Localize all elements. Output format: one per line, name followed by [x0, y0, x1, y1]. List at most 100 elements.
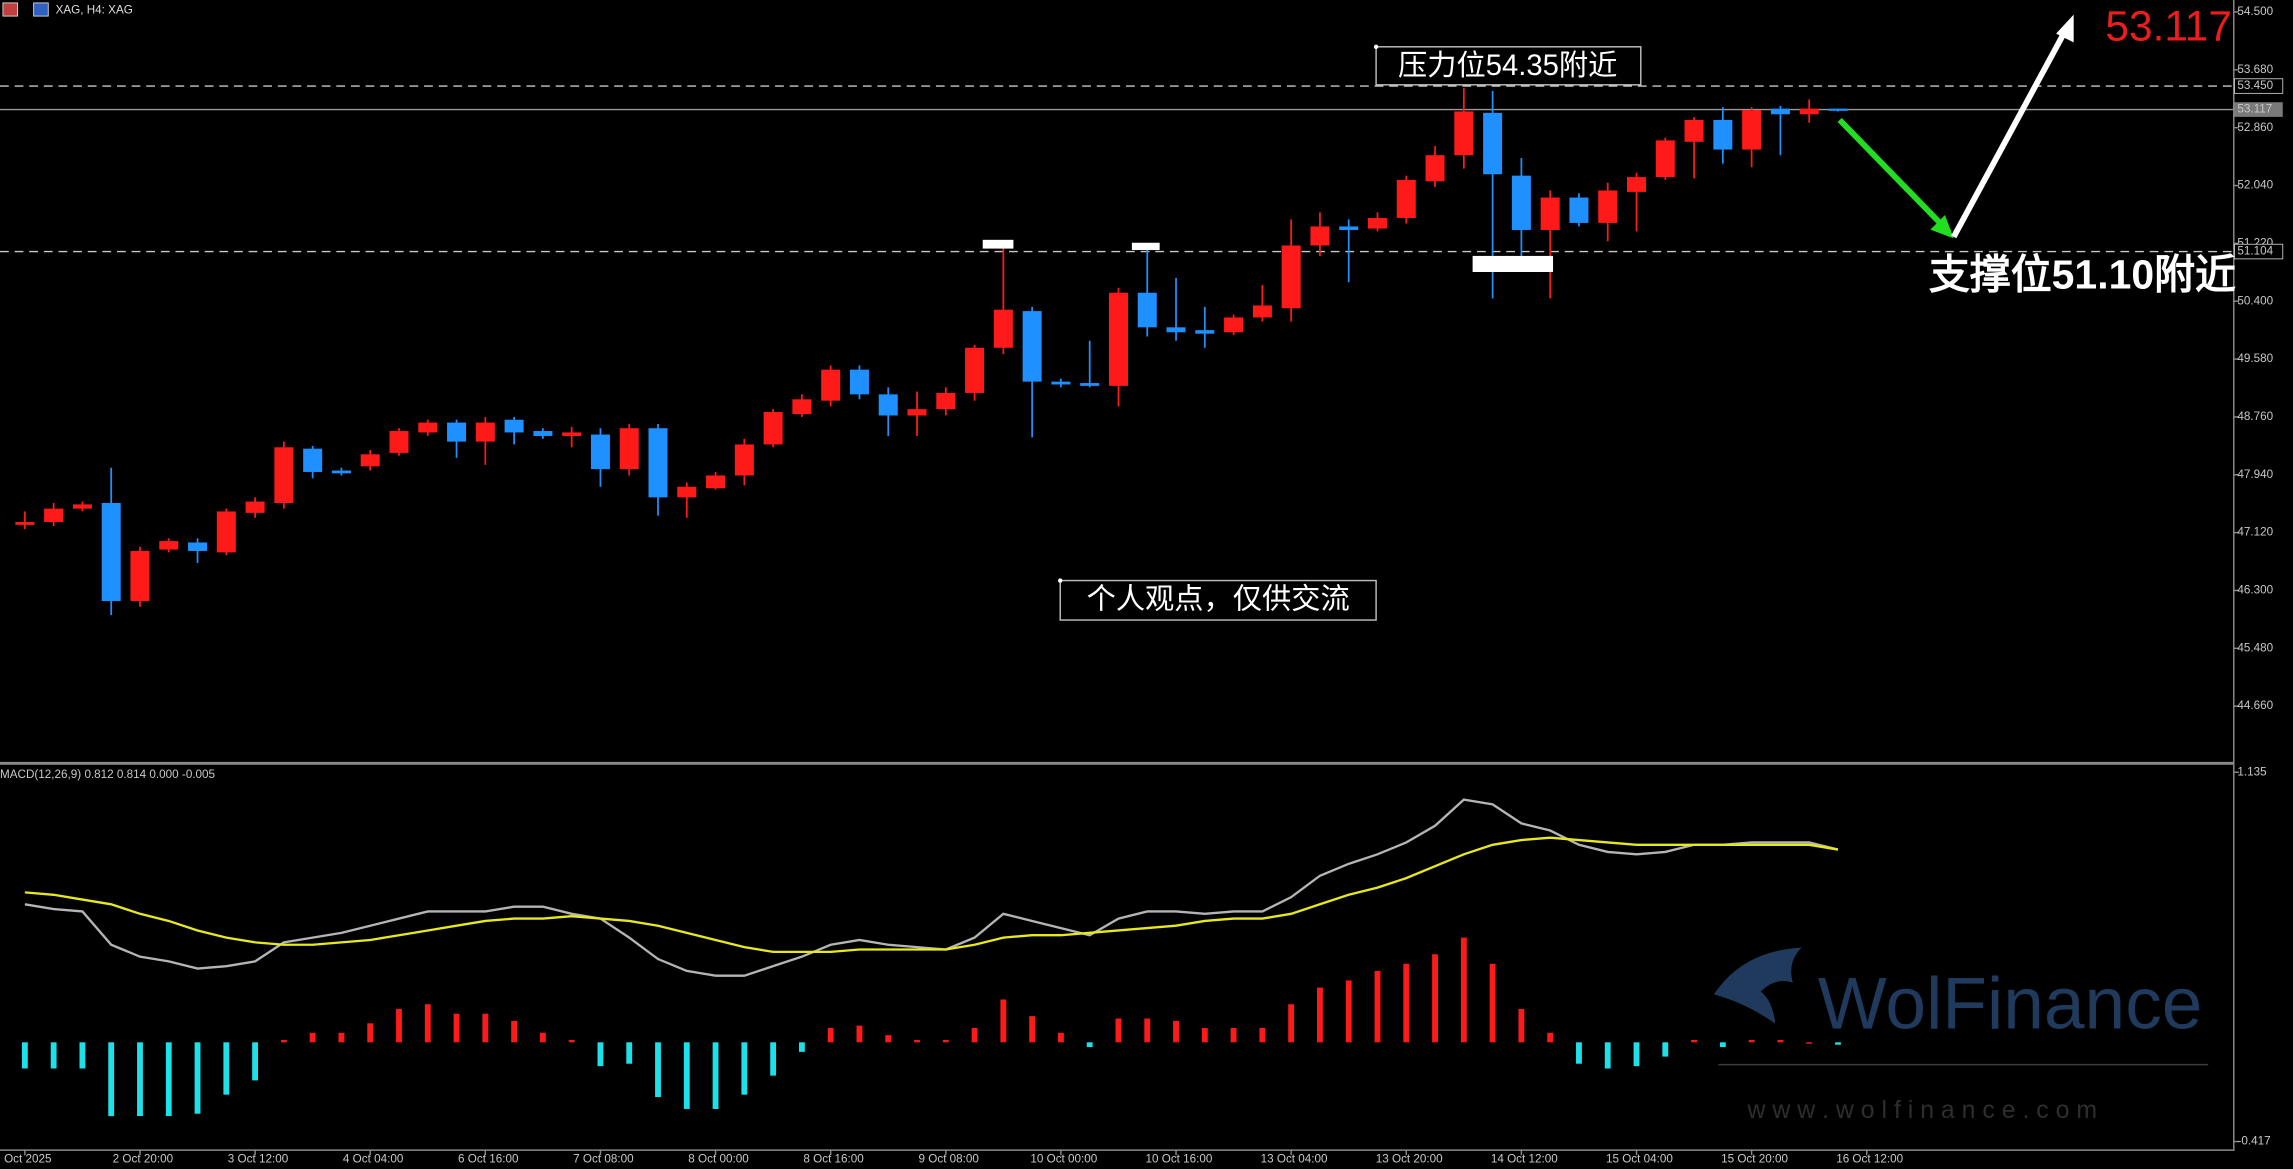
y-tick-label: 47.940 — [2237, 468, 2273, 481]
watermark-brand: WolFinance — [1818, 963, 2203, 1044]
candle-body — [1742, 110, 1762, 150]
candle-body — [1627, 177, 1647, 192]
histogram-bar — [1835, 1042, 1841, 1045]
x-tick-label: 2 Oct 20:00 — [113, 1153, 174, 1166]
current-price-box — [2234, 102, 2283, 117]
histogram-bar — [1691, 1039, 1697, 1043]
histogram-bar — [712, 1042, 719, 1109]
histogram-bar — [223, 1042, 230, 1095]
symbol-label: XAG, H4: XAG — [56, 3, 133, 16]
y-tick-label: 48.760 — [2237, 410, 2273, 423]
candle-body — [1166, 327, 1186, 333]
histogram-bar — [770, 1042, 777, 1076]
histogram-bar — [1547, 1032, 1554, 1043]
candle-body — [101, 502, 121, 602]
candle-body — [1454, 111, 1474, 156]
candle-body — [1310, 226, 1330, 246]
x-tick-label: 15 Oct 04:00 — [1606, 1153, 1673, 1166]
histogram-bar — [21, 1042, 28, 1069]
x-tick-label: 15 Oct 20:00 — [1721, 1153, 1788, 1166]
candle-body — [504, 419, 524, 433]
histogram-bar — [597, 1042, 604, 1067]
candle-body — [734, 444, 754, 476]
arrow-up — [1951, 22, 2072, 239]
candle-body — [15, 522, 35, 525]
x-tick-label: 16 Oct 12:00 — [1836, 1153, 1903, 1166]
candle-body — [763, 411, 783, 445]
candle-body — [331, 470, 351, 474]
candle-body — [188, 542, 208, 551]
y-tick-label: 54.500 — [2237, 5, 2273, 18]
histogram-bar — [1000, 999, 1007, 1043]
level-label: 51.104 — [2237, 245, 2273, 258]
histogram-bar — [396, 1009, 402, 1043]
histogram-bar — [914, 1039, 920, 1043]
histogram-bar — [971, 1028, 978, 1043]
histogram-bar — [1230, 1028, 1237, 1043]
y-tick-label: 53.680 — [2237, 63, 2273, 76]
x-tick-label: 10 Oct 16:00 — [1145, 1153, 1212, 1166]
histogram-bar — [1576, 1042, 1582, 1064]
candle-body — [44, 508, 64, 523]
histogram-bar — [1374, 970, 1381, 1043]
candle-body — [1655, 140, 1675, 178]
histogram-bar — [1662, 1042, 1669, 1057]
histogram-bar — [798, 1042, 805, 1052]
candle-body — [274, 447, 294, 503]
candle-body — [821, 369, 841, 401]
candle-body — [1425, 155, 1445, 182]
histogram-bar — [885, 1035, 892, 1043]
histogram-bar — [626, 1042, 633, 1064]
histogram-bar — [1633, 1042, 1640, 1067]
note-annotation: 个人观点，仅供交流 — [1087, 583, 1350, 616]
histogram-bar — [1403, 963, 1410, 1043]
annotation-anchor — [1373, 44, 1379, 49]
candle-body — [1511, 175, 1531, 230]
candle-body — [1051, 381, 1071, 385]
histogram-bar — [1489, 963, 1496, 1043]
histogram-bar — [655, 1042, 661, 1098]
x-tick-label: 8 Oct 00:00 — [688, 1153, 749, 1166]
candle-body — [1252, 305, 1272, 318]
candle-body — [1598, 190, 1618, 223]
candle-body — [1080, 383, 1100, 386]
marker — [1472, 255, 1554, 272]
candle-body — [993, 309, 1013, 348]
candle-body — [936, 392, 956, 410]
candle-body — [475, 422, 495, 442]
candle-body — [1367, 217, 1388, 229]
candle-body — [1339, 226, 1359, 230]
histogram-bar — [511, 1020, 518, 1043]
histogram-bar — [1719, 1042, 1726, 1048]
histogram-bar — [741, 1042, 748, 1095]
histogram-bar — [1806, 1042, 1813, 1044]
x-tick-label: 10 Oct 00:00 — [1030, 1153, 1097, 1166]
marker — [1131, 242, 1160, 251]
annotation-box — [1375, 46, 1642, 86]
candle-body — [1713, 119, 1733, 150]
histogram-bar — [1432, 954, 1438, 1043]
target-price: 53.117 — [2105, 2, 2232, 49]
histogram-bar — [1777, 1039, 1784, 1043]
candle-body — [1137, 292, 1157, 328]
histogram-bar — [539, 1032, 546, 1043]
histogram-bar — [1518, 1009, 1525, 1043]
histogram-bar — [1057, 1032, 1064, 1043]
indicator-line — [24, 798, 1839, 977]
y-tick-label: 46.300 — [2237, 584, 2273, 597]
candle-body — [965, 347, 985, 393]
histogram-bar — [1029, 1016, 1036, 1043]
histogram-bar — [108, 1042, 115, 1117]
candle-body — [447, 422, 467, 442]
y-tick-label: 44.660 — [2237, 699, 2273, 712]
histogram-bar — [252, 1042, 259, 1081]
candle-body — [849, 369, 869, 395]
candle-body — [1022, 311, 1042, 382]
candle-body — [1799, 108, 1819, 115]
watermark-logo — [1713, 947, 1802, 1024]
y-tick-label: 47.120 — [2237, 526, 2273, 539]
candle-body — [706, 475, 726, 489]
